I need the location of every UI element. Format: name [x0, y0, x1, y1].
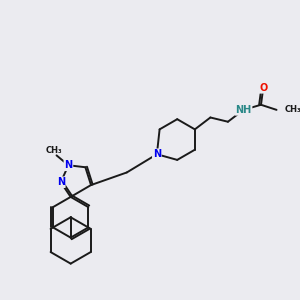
Text: CH₃: CH₃ — [284, 105, 300, 114]
Text: N: N — [57, 177, 65, 187]
Text: NH: NH — [235, 105, 252, 115]
Text: N: N — [64, 160, 73, 170]
Text: N: N — [153, 149, 161, 159]
Text: O: O — [259, 83, 267, 93]
Text: CH₃: CH₃ — [46, 146, 63, 155]
